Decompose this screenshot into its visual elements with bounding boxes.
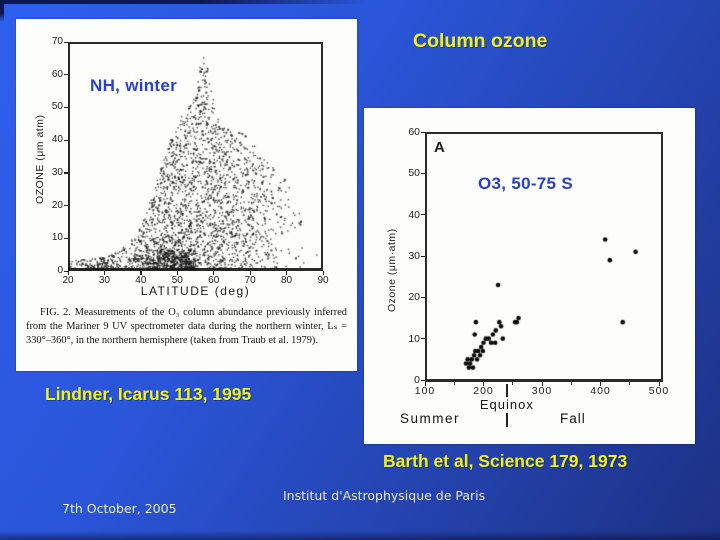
x-tick-label: 60	[208, 275, 220, 286]
equinox-label: Equinox	[479, 397, 534, 412]
season-label-fall: Fall	[560, 411, 586, 426]
citation-lindner: Lindner, Icarus 113, 1995	[45, 384, 252, 404]
y-tick	[64, 106, 68, 109]
y-tick-label: 30	[408, 250, 420, 262]
x-minor-tick	[629, 382, 631, 385]
y-tick-label: 40	[51, 134, 63, 146]
y-tick-label: 10	[408, 332, 420, 345]
equinox-marker-line	[506, 413, 508, 427]
x-tick	[541, 382, 543, 386]
x-tick	[322, 271, 324, 275]
y-tick	[421, 255, 425, 257]
y-tick	[421, 172, 425, 175]
equinox-marker-line	[506, 384, 508, 397]
y-tick-label: 0	[57, 265, 63, 276]
right-scatter-canvas	[425, 132, 663, 382]
y-tick-label: 60	[408, 126, 420, 138]
x-tick-label: 300	[531, 385, 553, 397]
y-tick-label: 0	[414, 374, 420, 386]
left-y-axis-label: OZONE (μm atm)	[34, 114, 46, 204]
y-tick	[64, 237, 68, 239]
x-tick-label: 30	[98, 275, 110, 286]
y-tick	[421, 214, 425, 216]
o3-annotation: O3, 50-75 S	[478, 174, 573, 193]
x-tick	[424, 382, 426, 386]
y-tick	[64, 270, 68, 272]
y-tick	[64, 41, 68, 43]
y-tick	[64, 139, 68, 141]
right-figure-panel: A O3, 50-75 S Ozone (μm·atm) 100 200 300 40…	[364, 108, 695, 444]
date-footer: 7th October, 2005	[62, 501, 177, 516]
left-figure-panel: NH, winter OZONE (μm atm) FIG. 2. Measur…	[16, 19, 357, 371]
x-tick-label: 40	[135, 275, 147, 286]
left-scatter-canvas	[68, 42, 323, 271]
x-minor-tick	[570, 382, 572, 385]
y-tick-label: 40	[408, 208, 420, 221]
x-tick-label: 50	[171, 275, 183, 286]
y-tick-label: 70	[51, 36, 63, 47]
institute-footer: Institut d'Astrophysique de Paris	[283, 488, 486, 503]
y-tick-label: 20	[51, 199, 63, 211]
y-tick	[421, 296, 425, 299]
x-tick	[67, 271, 69, 275]
x-tick	[249, 271, 251, 275]
x-tick-label: 20	[62, 275, 74, 286]
x-tick-label: 200	[473, 385, 494, 397]
x-tick-label: 400	[590, 385, 611, 397]
season-label-summer: Summer	[400, 411, 461, 426]
x-tick-label: 70	[244, 275, 256, 286]
slide-title: Column ozone	[413, 30, 548, 52]
x-axis-label: LATITUDE (deg)	[140, 284, 251, 298]
x-tick	[286, 271, 288, 275]
y-tick	[421, 338, 425, 340]
x-tick	[483, 382, 485, 386]
y-tick	[421, 131, 425, 133]
y-tick	[64, 74, 68, 76]
x-tick	[213, 271, 215, 275]
x-minor-tick	[453, 382, 455, 385]
panel-a-label: A	[434, 139, 445, 156]
x-tick-label: 100	[414, 385, 436, 397]
nh-winter-annotation: NH, winter	[90, 76, 178, 95]
y-tick-label: 60	[51, 68, 63, 80]
y-tick-label: 10	[51, 232, 63, 244]
figure-caption: FIG. 2. Measurements of the O₃ column ab…	[26, 307, 347, 346]
y-tick	[64, 205, 68, 207]
citation-barth: Barth et al, Science 179, 1973	[383, 451, 628, 471]
x-minor-tick	[512, 382, 514, 385]
y-tick-label: 30	[51, 166, 63, 178]
y-tick-label: 50	[51, 101, 63, 113]
y-tick-label: 50	[408, 167, 420, 180]
x-tick	[140, 271, 142, 275]
x-tick-label: 90	[317, 275, 329, 286]
x-tick	[176, 271, 178, 275]
x-tick	[658, 382, 660, 386]
x-tick-label: 500	[648, 385, 670, 397]
bottom-edge-shadow	[0, 531, 720, 540]
x-tick	[103, 271, 106, 275]
y-tick	[421, 379, 425, 381]
x-tick	[600, 382, 602, 386]
left-edge-shadow	[0, 0, 4, 22]
y-tick-label: 20	[408, 291, 420, 304]
y-tick	[64, 172, 68, 174]
top-edge-shadow	[0, 0, 368, 4]
x-tick-label: 80	[281, 275, 293, 286]
